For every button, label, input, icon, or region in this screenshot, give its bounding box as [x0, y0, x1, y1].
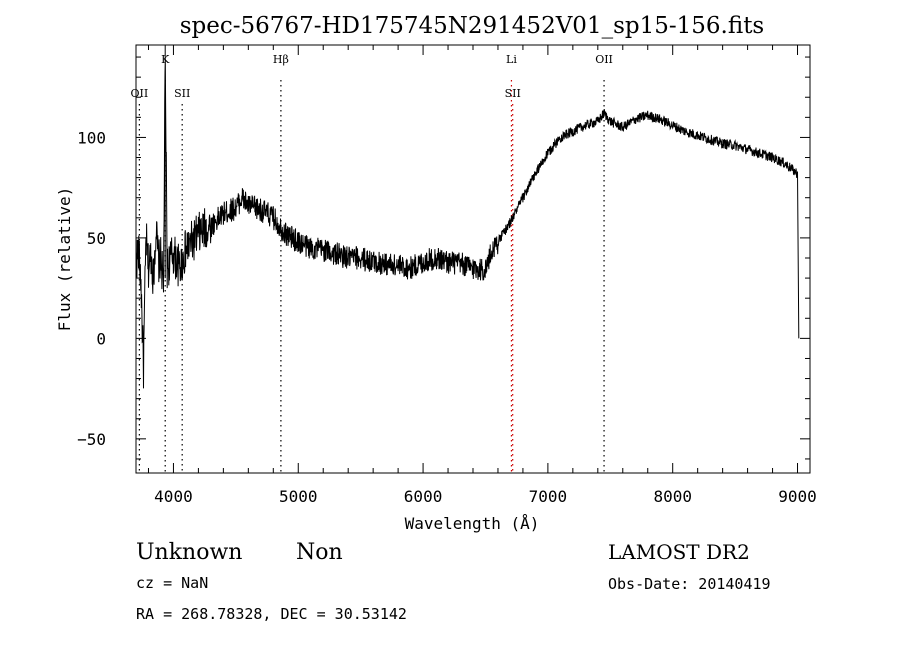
- line-marker-label: OII: [595, 53, 613, 66]
- y-tick-label: 100: [77, 128, 106, 147]
- spectrum-line: [135, 45, 800, 389]
- line-marker-label: SII: [505, 87, 521, 100]
- x-tick-label: 9000: [778, 487, 817, 506]
- survey-label: LAMOST DR2: [608, 540, 750, 564]
- x-axis-ticks: 4000 5000 6000 7000 8000 9000: [147, 45, 817, 506]
- y-tick-label: −50: [77, 430, 106, 449]
- y-axis-ticks: −50 0 50 100: [77, 56, 810, 460]
- plot-frame: [135, 44, 811, 474]
- x-tick-label: 8000: [653, 487, 692, 506]
- x-tick-label: 6000: [404, 487, 443, 506]
- chart-title: spec-56767-HD175745N291452V01_sp15-156.f…: [180, 13, 765, 39]
- x-tick-label: 5000: [279, 487, 318, 506]
- coordinates-label: RA = 268.78328, DEC = 30.53142: [136, 605, 407, 623]
- object-class: Unknown: [136, 540, 242, 565]
- x-tick-label: 4000: [154, 487, 193, 506]
- object-subclass: Non: [296, 540, 343, 565]
- line-marker-label: Li: [506, 53, 517, 66]
- line-marker-label: Hβ: [273, 53, 289, 66]
- redshift-label: cz = NaN: [136, 574, 208, 592]
- obs-date-label: Obs-Date: 20140419: [608, 575, 771, 593]
- line-marker-label: OII: [131, 87, 149, 100]
- y-axis-label: Flux (relative): [55, 187, 74, 332]
- x-tick-label: 7000: [529, 487, 568, 506]
- y-tick-label: 50: [87, 229, 106, 248]
- x-axis-label: Wavelength (Å): [405, 514, 540, 533]
- y-tick-label: 0: [96, 329, 106, 348]
- line-marker-label: SII: [174, 87, 190, 100]
